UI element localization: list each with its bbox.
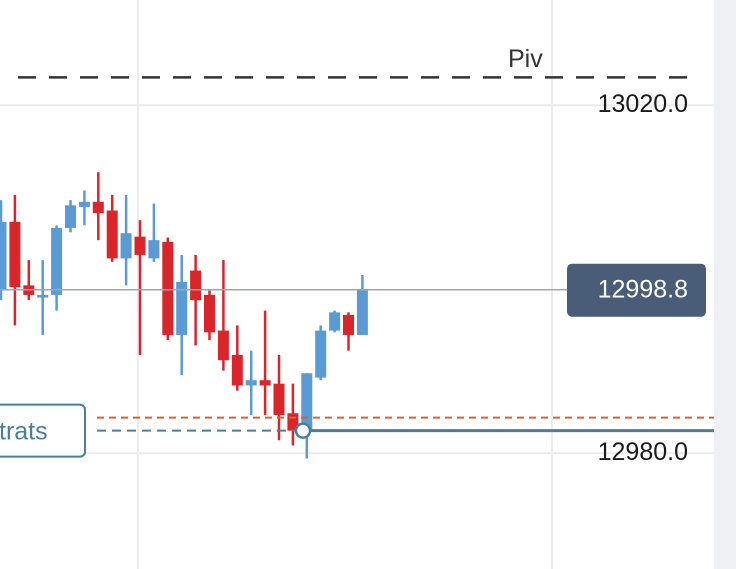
strategy-handle [294,422,312,439]
grid [0,104,714,455]
price-tag-label: 12998.8 [598,275,688,303]
candle-body [217,330,229,361]
candle-body [343,314,354,335]
y-tick-label: 13020.0 [598,90,688,118]
candle-body [0,221,7,291]
candle-body [356,289,368,335]
candle-body [78,201,90,208]
candle-body [204,294,215,333]
price-tag [567,263,706,317]
candle-body [106,210,118,259]
candle-body [190,270,202,301]
overlay: 13020.0 12980.0 Piv trats 12998.8 [0,45,714,466]
candles [0,172,368,459]
candle-body [259,380,271,386]
candle-body [245,380,257,386]
candle-body [287,413,299,431]
strategy-box [0,403,86,458]
candle-body [51,227,63,295]
candle-body [134,236,146,255]
candle-body [315,330,327,378]
y-tick-label: 12980.0 [598,438,688,466]
candle-body [273,383,285,416]
candle-body [231,354,243,386]
candle-body [65,205,76,228]
candle-body [92,201,104,214]
side-panel [714,0,736,569]
candle-body [176,281,188,335]
candle-body [162,241,174,335]
candle-body [148,240,160,259]
candle-body [37,294,49,298]
candle-body [9,221,21,288]
strategy-label: trats [0,417,48,445]
candle-body [120,233,132,259]
candle-body [301,373,313,431]
pivot-label: Piv [508,45,543,73]
candle-body [329,312,341,331]
